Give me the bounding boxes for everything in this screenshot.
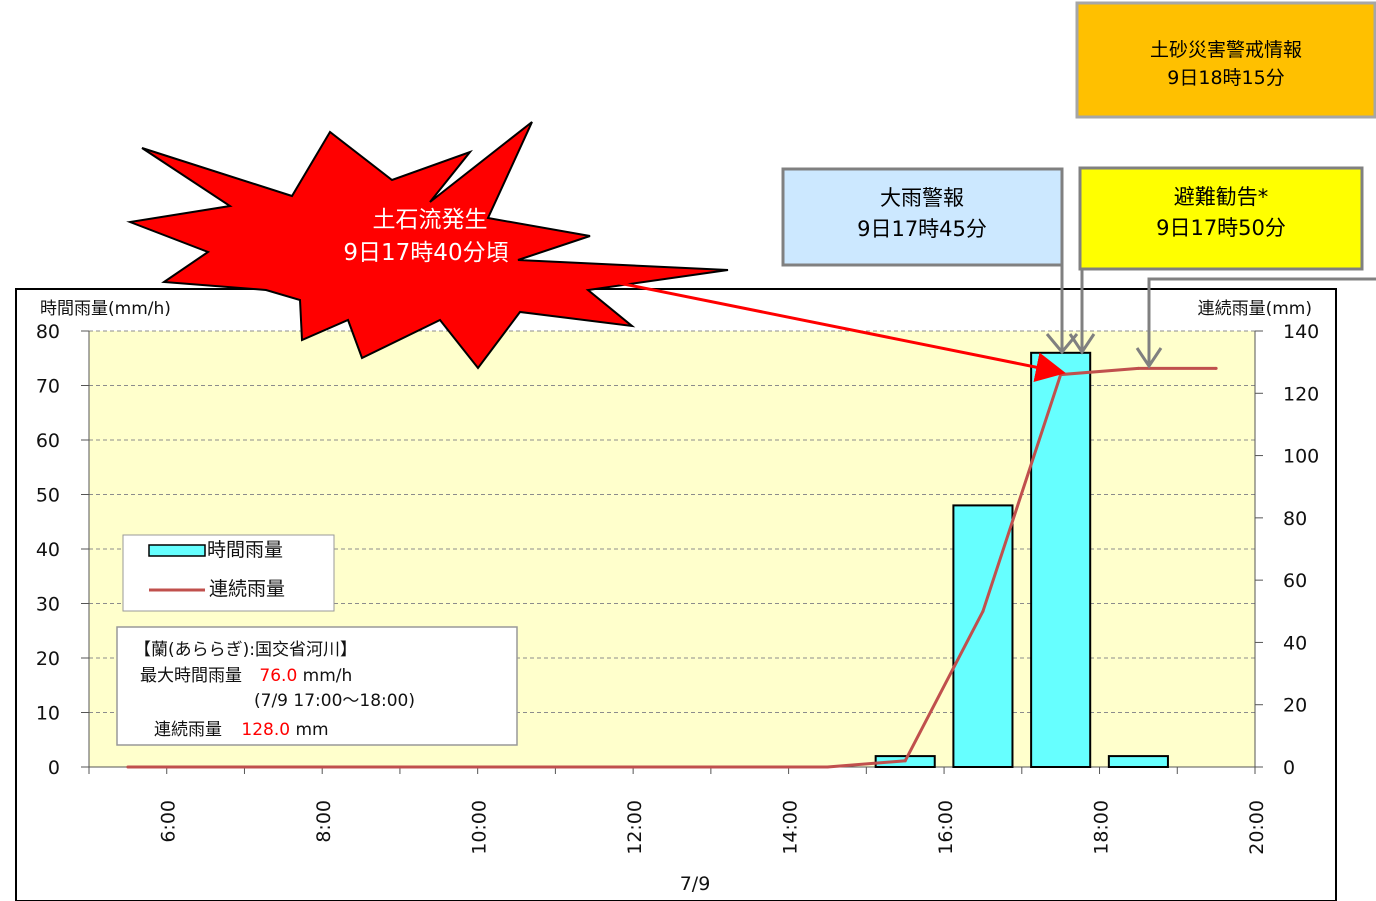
max-rain-value: 76.0 xyxy=(259,666,297,686)
legend-swatch-bar xyxy=(148,544,206,557)
cumulative-rain-point xyxy=(1214,366,1218,370)
hourly-rain-bar xyxy=(1030,351,1092,768)
left-tick-label: 0 xyxy=(48,757,60,779)
evacuation-title: 避難勧告* xyxy=(1174,185,1269,209)
legend-label-line: 連続雨量 xyxy=(209,578,285,600)
x-tick-label: 16:00 xyxy=(935,800,957,855)
x-tick-label: 10:00 xyxy=(469,800,491,855)
cont-rain-value: 128.0 xyxy=(241,720,290,740)
debris-flow-callout: 土石流発生 9日17時40分頃 xyxy=(126,121,729,370)
date-label: 7/9 xyxy=(680,873,711,895)
right-axis-ticks: 0 20 40 60 80 100 120 140 xyxy=(1254,321,1319,779)
x-tick-label: 6:00 xyxy=(158,800,180,843)
landslide-connector xyxy=(1147,277,1376,364)
x-tick-label: 14:00 xyxy=(780,800,802,855)
max-rain-label: 最大時間雨量 xyxy=(140,666,242,686)
debris-flow-title: 土石流発生 xyxy=(373,207,488,233)
max-rain-line: 最大時間雨量 76.0 mm/h xyxy=(140,666,352,686)
cumulative-rain-point xyxy=(1059,373,1063,377)
right-tick-label: 100 xyxy=(1283,446,1319,468)
evacuation-time: 9日17時50分 xyxy=(1156,216,1286,240)
x-tick-label: 8:00 xyxy=(313,800,335,843)
legend: 時間雨量 連続雨量 xyxy=(122,534,335,612)
right-tick-label: 120 xyxy=(1283,383,1319,405)
left-tick-label: 80 xyxy=(36,321,60,343)
left-tick-label: 50 xyxy=(36,485,60,507)
cumulative-rain-point xyxy=(825,765,829,769)
heavy-rain-warning-time: 9日17時45分 xyxy=(857,217,987,241)
left-tick-label: 60 xyxy=(36,430,60,452)
right-tick-label: 20 xyxy=(1283,695,1307,717)
x-tick-label: 12:00 xyxy=(624,800,646,855)
debris-flow-time: 9日17時40分頃 xyxy=(343,240,508,266)
x-tick-label: 20:00 xyxy=(1246,800,1268,855)
landslide-alert-time: 9日18時15分 xyxy=(1167,67,1284,89)
right-tick-label: 140 xyxy=(1283,321,1319,343)
right-tick-label: 80 xyxy=(1283,508,1307,530)
left-tick-label: 20 xyxy=(36,648,60,670)
cumulative-rain-point xyxy=(1136,366,1140,370)
right-tick-label: 60 xyxy=(1283,570,1307,592)
debris-flow-arrow xyxy=(593,276,1066,382)
landslide-alert-box: 土砂災害警戒情報 9日18時15分 xyxy=(1075,1,1376,119)
hourly-rain-bar xyxy=(1107,755,1169,768)
hourly-rain-bars xyxy=(874,351,1169,768)
left-tick-label: 40 xyxy=(36,539,60,561)
cumulative-rain-point xyxy=(126,765,130,769)
cont-rain-line: 連続雨量 128.0 mm xyxy=(154,720,329,740)
heavy-rain-warning-box: 大雨警報 9日17時45分 xyxy=(781,167,1064,267)
max-rain-unit: mm/h xyxy=(303,666,353,686)
station-name: 【蘭(あららぎ):国交省河川】 xyxy=(134,640,357,660)
evacuation-advisory-box: 避難勧告* 9日17時50分 xyxy=(1078,166,1364,271)
cont-rain-label: 連続雨量 xyxy=(154,720,222,740)
station-info-box: 【蘭(あららぎ):国交省河川】 最大時間雨量 76.0 mm/h (7/9 17… xyxy=(116,626,518,746)
cumulative-rain-point xyxy=(903,759,907,763)
heavy-rain-warning-title: 大雨警報 xyxy=(880,186,964,210)
left-axis-title: 時間雨量(mm/h) xyxy=(40,299,171,319)
cumulative-rain-point xyxy=(981,609,985,613)
left-axis-ticks: 0 10 20 30 40 50 60 70 80 xyxy=(36,321,90,779)
x-tick-label: 18:00 xyxy=(1091,800,1113,855)
max-rain-period: (7/9 17:00～18:00) xyxy=(254,691,415,711)
landslide-alert-title: 土砂災害警戒情報 xyxy=(1150,39,1302,61)
left-tick-label: 70 xyxy=(36,376,60,398)
legend-label-bar: 時間雨量 xyxy=(207,539,283,561)
warning-connectors xyxy=(1045,265,1376,369)
right-tick-label: 0 xyxy=(1283,757,1295,779)
left-tick-label: 10 xyxy=(36,703,60,725)
burst-shape xyxy=(126,121,729,370)
cont-rain-unit: mm xyxy=(295,720,328,740)
right-tick-label: 40 xyxy=(1283,632,1307,654)
left-tick-label: 30 xyxy=(36,594,60,616)
right-axis-title: 連続雨量(mm) xyxy=(1198,299,1312,319)
